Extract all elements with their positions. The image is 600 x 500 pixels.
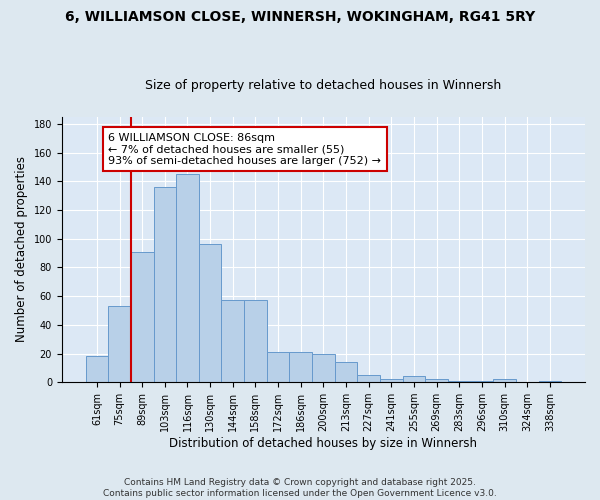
Bar — [154, 187, 176, 382]
Bar — [380, 380, 403, 382]
Y-axis label: Number of detached properties: Number of detached properties — [15, 156, 28, 342]
Bar — [108, 306, 131, 382]
Text: 6 WILLIAMSON CLOSE: 86sqm
← 7% of detached houses are smaller (55)
93% of semi-d: 6 WILLIAMSON CLOSE: 86sqm ← 7% of detach… — [108, 132, 381, 166]
Bar — [493, 380, 516, 382]
Bar — [335, 362, 358, 382]
Bar — [448, 381, 470, 382]
Bar — [403, 376, 425, 382]
Bar — [176, 174, 199, 382]
Text: 6, WILLIAMSON CLOSE, WINNERSH, WOKINGHAM, RG41 5RY: 6, WILLIAMSON CLOSE, WINNERSH, WOKINGHAM… — [65, 10, 535, 24]
Bar — [267, 352, 289, 382]
Bar — [131, 252, 154, 382]
Bar — [358, 375, 380, 382]
Bar — [312, 354, 335, 382]
Bar — [221, 300, 244, 382]
Bar — [539, 381, 561, 382]
Title: Size of property relative to detached houses in Winnersh: Size of property relative to detached ho… — [145, 79, 502, 92]
X-axis label: Distribution of detached houses by size in Winnersh: Distribution of detached houses by size … — [169, 437, 478, 450]
Bar — [425, 380, 448, 382]
Text: Contains HM Land Registry data © Crown copyright and database right 2025.
Contai: Contains HM Land Registry data © Crown c… — [103, 478, 497, 498]
Bar — [244, 300, 267, 382]
Bar — [289, 352, 312, 382]
Bar — [470, 381, 493, 382]
Bar — [86, 356, 108, 382]
Bar — [199, 244, 221, 382]
